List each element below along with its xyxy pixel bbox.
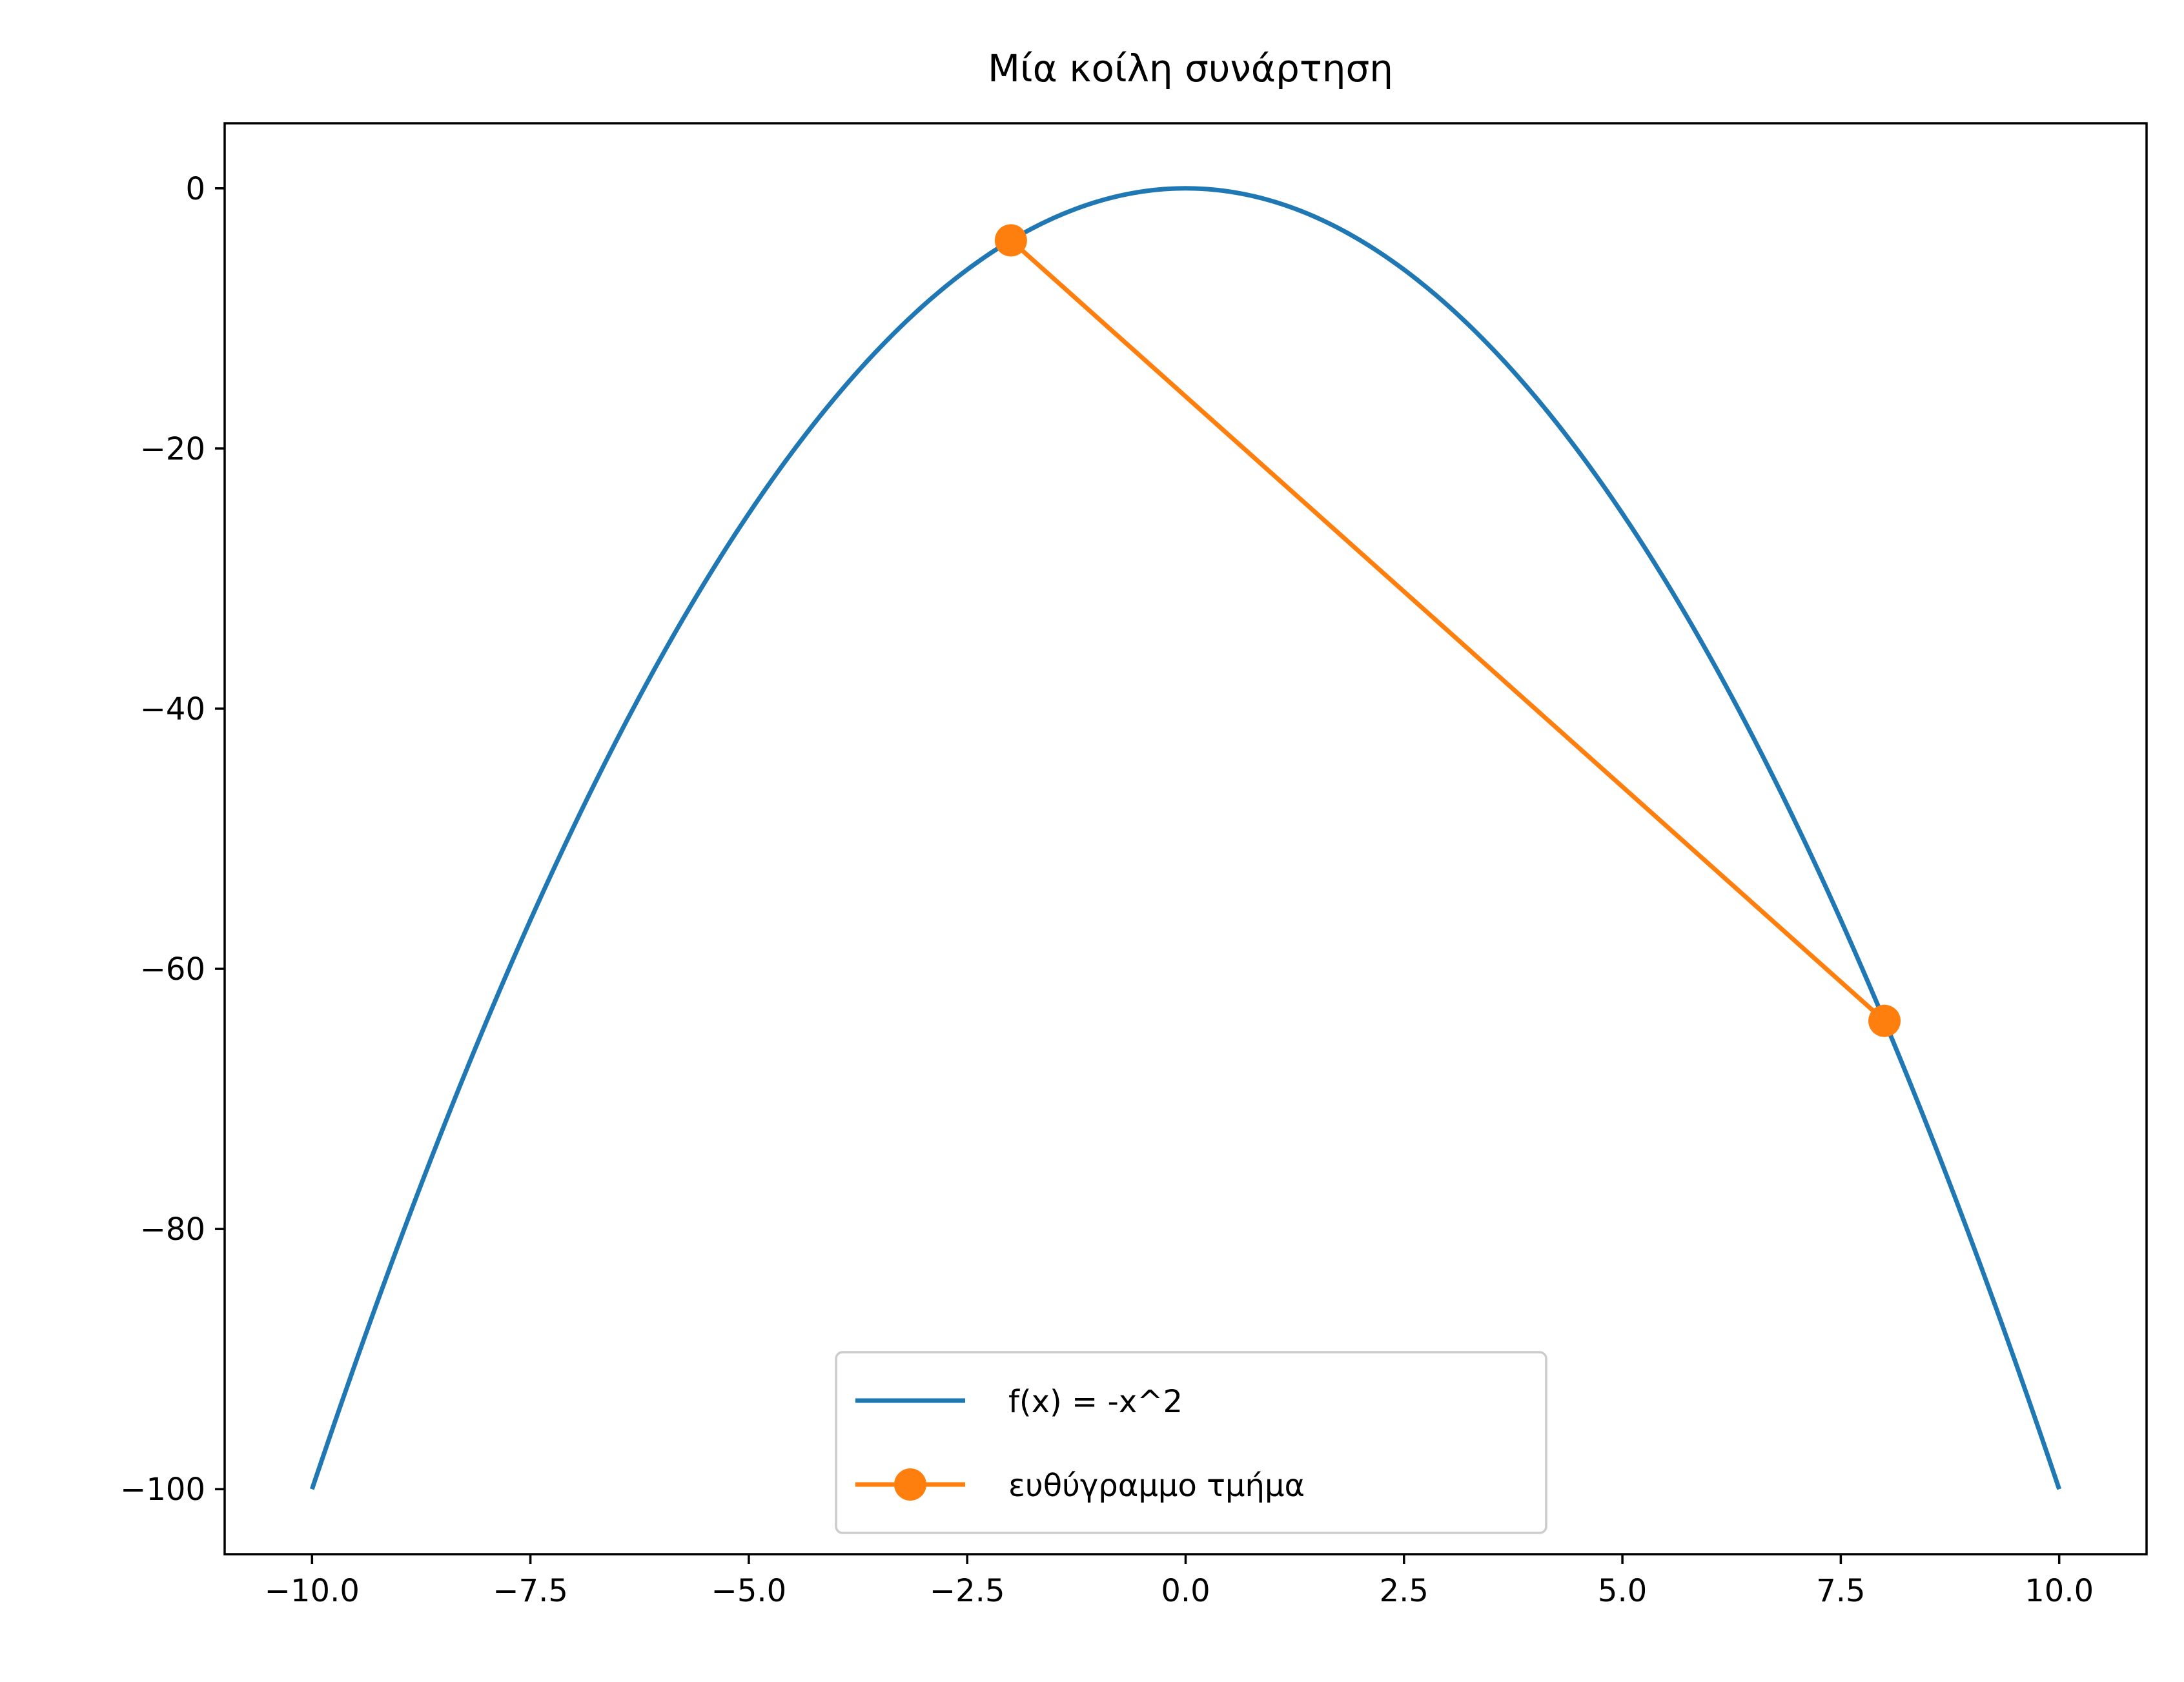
x-tick-label: 5.0 [1598,1573,1647,1609]
y-tick-label: −60 [140,951,205,988]
x-tick-label: 10.0 [2025,1573,2094,1609]
legend-label-curve: f(x) = -x^2 [1008,1384,1183,1420]
x-tick-label: −7.5 [493,1573,568,1609]
legend: f(x) = -x^2 ευθύγραμμο τμήμα [835,1351,1547,1534]
segment-marker-point [1868,1004,1901,1037]
y-tick-label: 0 [185,171,205,207]
y-tick-label: −20 [140,431,205,467]
legend-box [835,1351,1547,1534]
x-axis: −10.0 −7.5 −5.0 −2.5 0.0 2.5 5.0 7.5 10.0 [265,1554,2094,1609]
y-tick-label: −40 [140,691,205,727]
x-tick-label: 7.5 [1816,1573,1865,1609]
segment-marker-point [994,224,1027,257]
plot-area [223,122,2148,1555]
x-tick-label: −5.0 [711,1573,787,1609]
x-tick-label: 0.0 [1161,1573,1210,1609]
legend-swatch-marker [894,1468,926,1501]
legend-label-segment: ευθύγραμμο τμήμα [1008,1468,1305,1504]
chart-title: Μία κοίλη συνάρτηση [988,46,1393,90]
y-axis: 0 −20 −40 −60 −80 −100 [120,171,225,1508]
x-tick-label: −2.5 [930,1573,1005,1609]
series-segment-line [1009,238,1886,1023]
x-tick-label: 2.5 [1380,1573,1429,1609]
y-tick-label: −100 [120,1472,205,1508]
x-tick-label: −10.0 [265,1573,360,1609]
y-tick-label: −80 [140,1211,205,1248]
series-curve-line [310,186,2061,1490]
